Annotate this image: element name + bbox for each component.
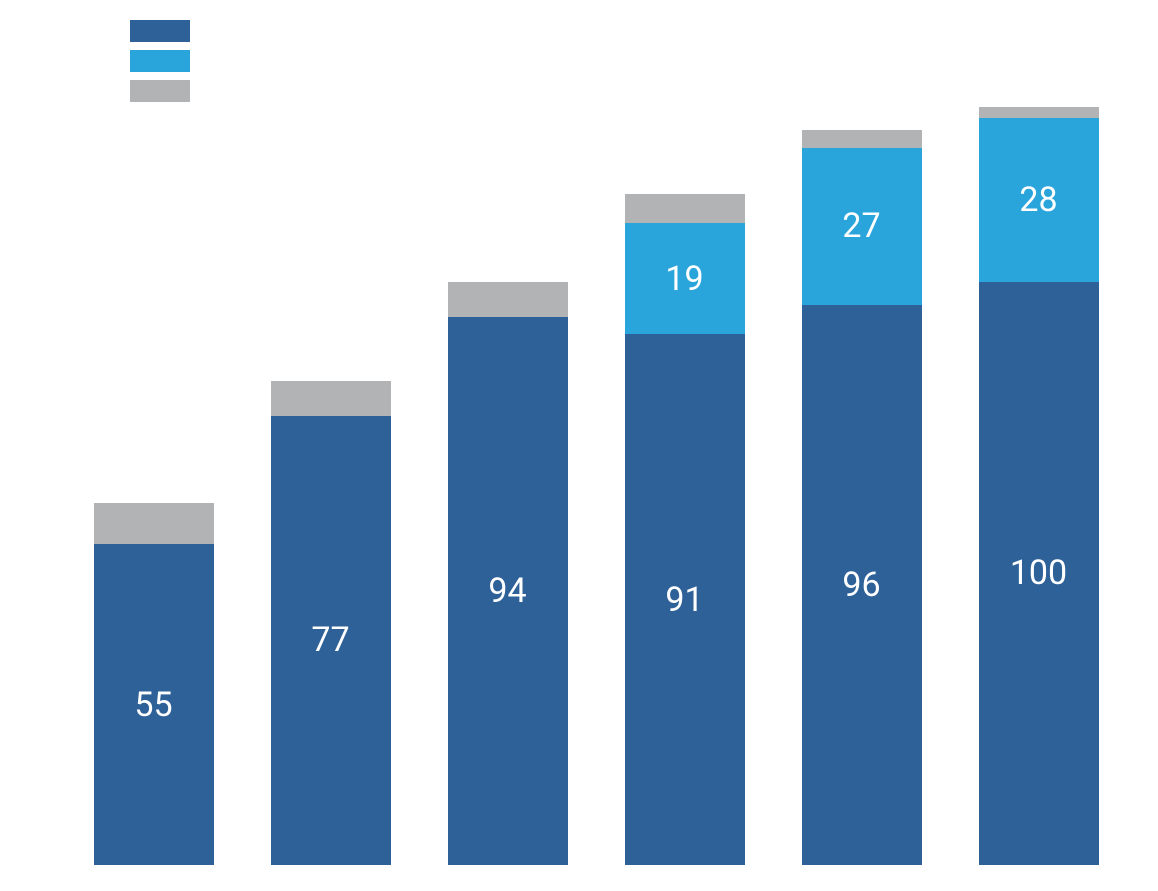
legend-swatch [130,20,190,42]
bar-stack: 91 19 [625,194,745,865]
bar-stack: 100 28 [979,107,1099,865]
bar-segment: 100 [979,282,1099,865]
bar-slot: 91 19 [625,95,745,865]
bar-segment: 96 [802,305,922,865]
bar-segment: 91 [625,334,745,865]
bar-slot: 77 [271,95,391,865]
bar-segment-label: 94 [488,571,526,611]
bar-segment-label: 28 [1019,180,1057,220]
bar-segment-label: 96 [842,565,880,605]
legend-item [130,50,200,72]
bar-stack: 96 27 [802,130,922,865]
bar-segment-label: 91 [665,580,703,620]
bar-segment: 94 [448,317,568,865]
bar-stack: 77 [271,381,391,865]
bar-segment-label: 19 [665,259,703,299]
bar-segment [94,503,214,544]
legend-swatch [130,50,190,72]
bar-segment-label: 55 [134,685,172,725]
bar-stack: 94 [448,282,568,865]
stacked-bar-chart: 55 77 94 91 19 96 27 100 28 [0,0,1158,891]
bar-segment: 19 [625,223,745,334]
bar-slot: 100 28 [979,95,1099,865]
bar-segment: 28 [979,118,1099,281]
bar-segment: 77 [271,416,391,865]
bar-segment-label: 77 [311,620,349,660]
bar-slot: 94 [448,95,568,865]
bar-segment [448,282,568,317]
bar-stack: 55 [94,503,214,865]
bar-segment [802,130,922,148]
bar-segment [979,107,1099,119]
bar-segment-label: 100 [1010,553,1067,593]
chart-plot-area: 55 77 94 91 19 96 27 100 28 [65,95,1125,865]
legend-item [130,20,200,42]
bar-slot: 55 [94,95,214,865]
bar-slot: 96 27 [802,95,922,865]
bar-segment [625,194,745,223]
bar-segment [271,381,391,416]
bar-segment: 27 [802,148,922,306]
bar-segment: 55 [94,544,214,865]
bar-segment-label: 27 [842,206,880,246]
